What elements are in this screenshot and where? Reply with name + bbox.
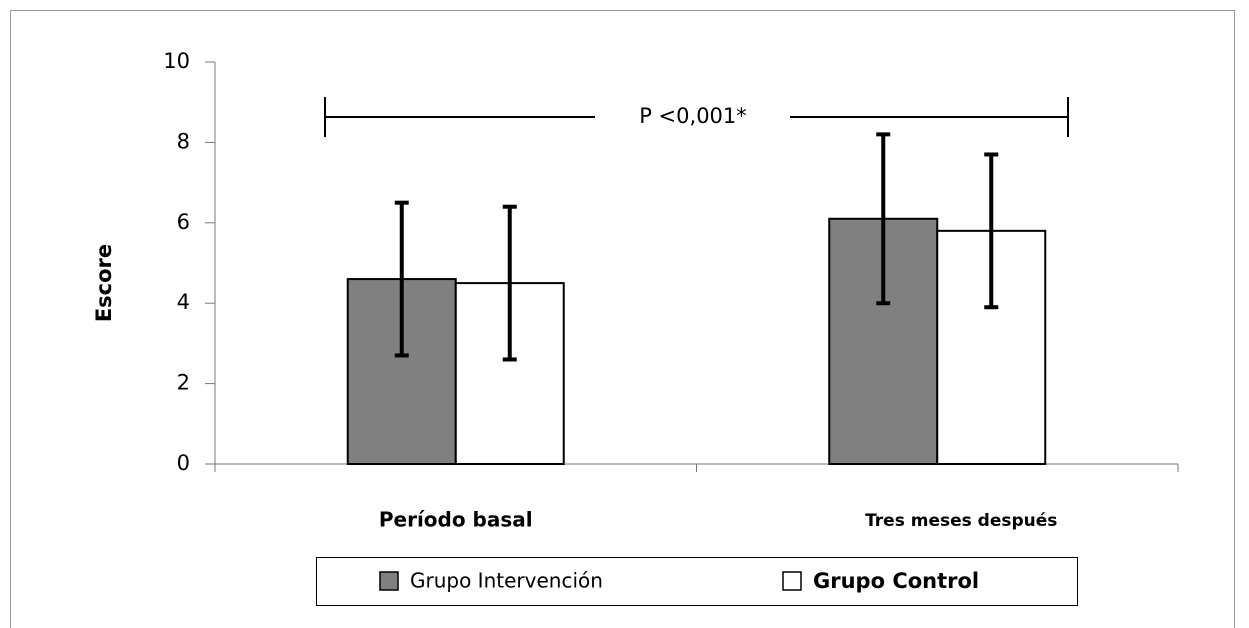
y-axis-label: Escore	[92, 244, 116, 322]
y-tick-label: 2	[177, 371, 190, 395]
error-bar	[502, 204, 517, 362]
legend-label: Grupo Control	[813, 569, 979, 593]
y-tick-label: 6	[177, 210, 190, 234]
legend-label: Grupo Intervención	[410, 569, 603, 593]
frame	[10, 10, 1235, 628]
significance-bracket	[324, 97, 1069, 137]
y-tick-label: 4	[177, 290, 190, 314]
error-bar	[876, 132, 891, 306]
legend-swatch	[379, 571, 399, 591]
y-tick-label: 10	[163, 49, 190, 73]
error-bar	[984, 152, 999, 310]
legend	[316, 557, 1078, 606]
annotation: P <0,001*	[639, 104, 747, 128]
x-tick-label: Tres meses después	[865, 511, 1057, 531]
error-bar	[394, 200, 409, 358]
y-tick-label: 8	[177, 129, 190, 153]
x-tick-label: Período basal	[379, 508, 533, 532]
legend-swatch	[782, 571, 802, 591]
y-tick-label: 0	[177, 451, 190, 475]
